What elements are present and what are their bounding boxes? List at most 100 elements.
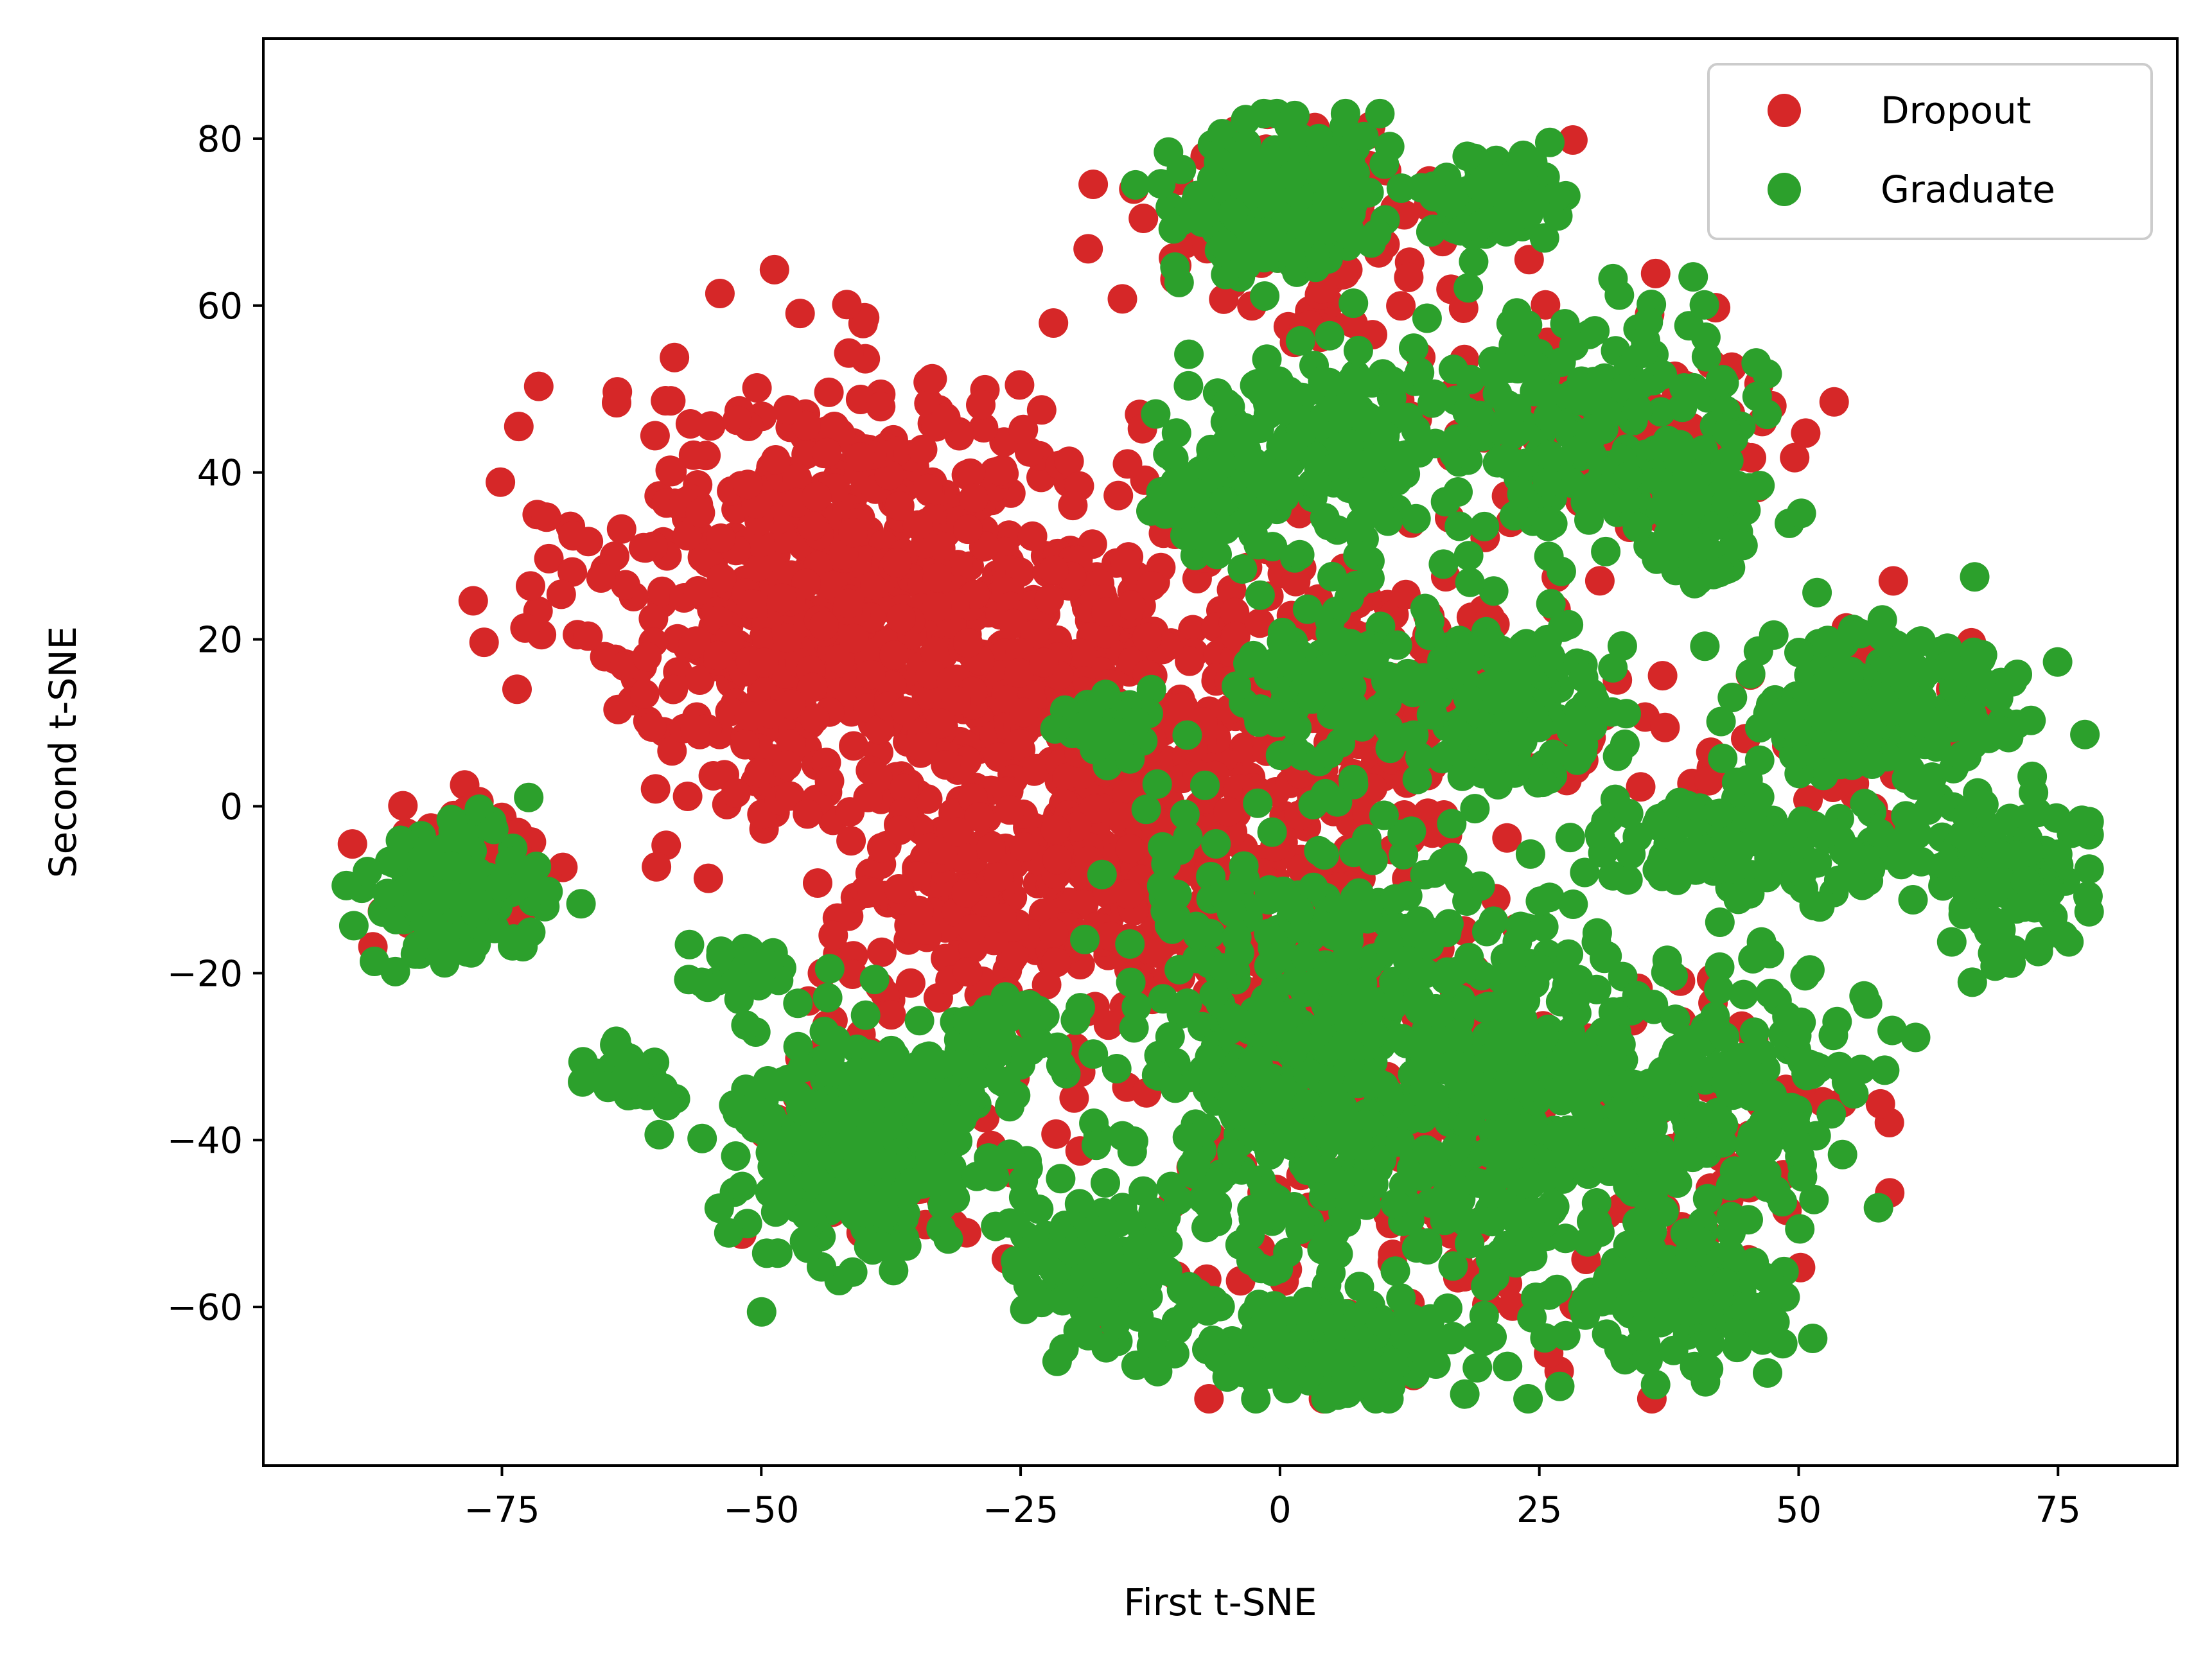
data-point xyxy=(1243,1046,1272,1076)
data-point xyxy=(1317,561,1347,591)
data-point xyxy=(1503,354,1533,384)
data-point xyxy=(546,579,576,609)
data-point xyxy=(1483,769,1513,800)
data-point xyxy=(987,903,1017,933)
data-point xyxy=(1322,1091,1352,1121)
data-point xyxy=(1166,154,1197,184)
data-point xyxy=(920,636,950,667)
data-point xyxy=(755,1137,786,1168)
data-point xyxy=(818,920,848,950)
data-point xyxy=(1453,683,1483,714)
data-point xyxy=(1422,1329,1452,1359)
data-point xyxy=(860,570,890,600)
data-point xyxy=(450,770,480,800)
data-point xyxy=(1689,290,1719,320)
data-point xyxy=(1545,1371,1575,1401)
data-point xyxy=(698,761,728,791)
data-point xyxy=(818,1057,848,1087)
data-point xyxy=(1375,733,1405,764)
data-point xyxy=(1231,250,1261,280)
data-point xyxy=(821,1025,851,1055)
data-point xyxy=(772,750,802,780)
data-point xyxy=(931,403,961,433)
data-point xyxy=(812,983,843,1013)
data-point xyxy=(1091,1168,1120,1198)
data-point xyxy=(566,889,596,919)
data-point xyxy=(1428,549,1459,579)
data-point xyxy=(1080,1297,1110,1327)
data-point xyxy=(953,514,983,545)
data-point xyxy=(1453,273,1484,303)
data-point xyxy=(1222,671,1251,701)
data-point xyxy=(1220,621,1251,651)
data-point xyxy=(800,1165,830,1195)
data-point xyxy=(685,498,715,528)
data-point xyxy=(1558,889,1588,919)
data-point xyxy=(733,469,763,500)
data-point xyxy=(486,467,516,497)
data-point xyxy=(1366,1306,1396,1336)
data-point xyxy=(1122,1233,1152,1263)
data-point xyxy=(1674,311,1704,341)
data-point xyxy=(1582,1208,1612,1238)
data-point xyxy=(388,791,418,821)
data-point xyxy=(737,589,767,619)
data-point xyxy=(1058,491,1088,521)
data-point xyxy=(1029,647,1059,678)
data-point xyxy=(1550,309,1580,339)
data-point xyxy=(458,586,488,616)
data-point xyxy=(1738,1259,1768,1288)
data-point xyxy=(1059,1083,1089,1113)
data-point xyxy=(353,857,383,887)
data-point xyxy=(693,863,723,893)
data-point xyxy=(1412,303,1442,333)
data-point xyxy=(853,782,883,812)
data-point xyxy=(678,440,708,470)
data-point xyxy=(727,1171,757,1202)
data-point xyxy=(1192,198,1222,227)
data-point xyxy=(931,750,961,780)
data-point xyxy=(1590,943,1619,974)
data-point xyxy=(1640,1370,1671,1399)
data-point xyxy=(1131,794,1161,825)
data-point xyxy=(1163,1185,1193,1215)
data-point xyxy=(1078,1039,1109,1069)
data-point xyxy=(1452,141,1482,171)
data-point xyxy=(1275,237,1305,267)
data-point xyxy=(1229,412,1259,442)
data-point xyxy=(1486,963,1516,994)
data-point xyxy=(922,563,952,593)
data-point xyxy=(1114,1281,1145,1311)
data-point xyxy=(1326,432,1356,462)
data-point xyxy=(1380,1256,1410,1286)
data-point xyxy=(1694,1354,1724,1384)
data-point xyxy=(1527,767,1558,798)
data-point xyxy=(1315,320,1345,351)
data-point xyxy=(816,1094,846,1124)
data-point xyxy=(834,338,864,368)
data-point xyxy=(1524,1029,1554,1059)
data-point xyxy=(1290,941,1321,972)
data-point xyxy=(1379,1348,1409,1378)
data-point xyxy=(1048,1286,1078,1316)
data-point xyxy=(1507,1004,1538,1034)
data-point xyxy=(504,412,534,442)
data-point xyxy=(1207,449,1237,479)
data-point xyxy=(797,511,827,541)
data-point xyxy=(1343,541,1373,571)
data-point xyxy=(791,1200,821,1230)
data-point xyxy=(983,862,1014,892)
data-point xyxy=(809,611,839,641)
data-point xyxy=(522,852,552,881)
data-point xyxy=(1444,511,1475,541)
data-point xyxy=(672,521,703,551)
data-point xyxy=(1386,291,1416,321)
data-point xyxy=(1465,419,1495,450)
data-point xyxy=(1550,1320,1581,1351)
data-point xyxy=(760,445,791,475)
data-point xyxy=(1531,507,1561,537)
data-point xyxy=(533,877,563,907)
data-point xyxy=(1453,1109,1483,1139)
data-point xyxy=(1604,1334,1634,1364)
data-point xyxy=(1252,344,1282,374)
